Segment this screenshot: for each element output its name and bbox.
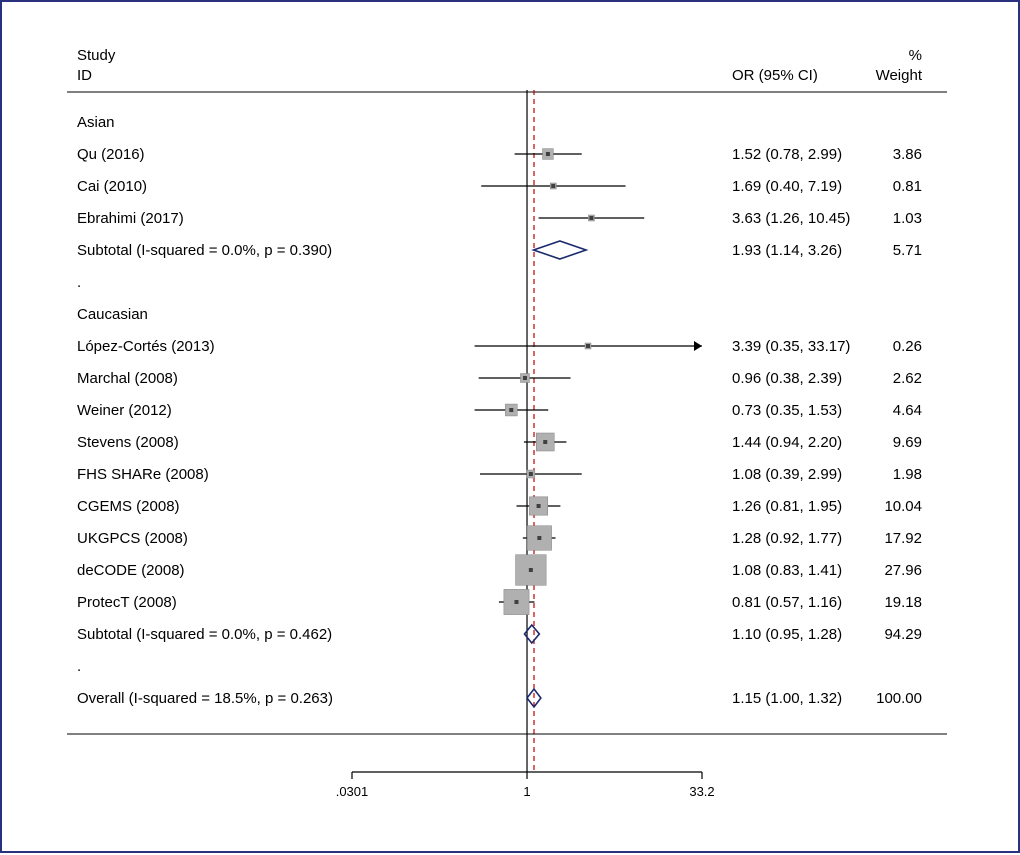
study-label: López-Cortés (2013)	[77, 338, 215, 355]
forest-plot-container: Study ID OR (95% CI)% Weight Asian Qu (2016) 1…	[0, 0, 1020, 853]
weight-text: 3.86	[893, 146, 922, 163]
weight-text: 2.62	[893, 370, 922, 387]
or-text: 0.81 (0.57, 1.16)	[732, 594, 842, 611]
point-estimate	[514, 600, 518, 604]
study-label: Weiner (2012)	[77, 402, 172, 419]
point-estimate	[537, 504, 541, 508]
study-label: Marchal (2008)	[77, 370, 178, 387]
weight-text: 17.92	[884, 530, 922, 547]
point-estimate	[523, 376, 527, 380]
study-label: Cai (2010)	[77, 178, 147, 195]
point-estimate	[509, 408, 513, 412]
summary-diamond	[534, 241, 586, 259]
weight-text: 9.69	[893, 434, 922, 451]
or-text: 1.28 (0.92, 1.77)	[732, 530, 842, 547]
subtotal-label: Subtotal (I-squared = 0.0%, p = 0.390)	[77, 242, 332, 259]
study-label: FHS SHARe (2008)	[77, 466, 209, 483]
point-estimate	[537, 536, 541, 540]
x-tick-label: 1	[523, 784, 530, 799]
header-weight: Weight	[876, 67, 923, 84]
weight-text: 1.98	[893, 466, 922, 483]
or-text: 1.08 (0.83, 1.41)	[732, 562, 842, 579]
point-estimate	[529, 472, 533, 476]
or-text: 3.39 (0.35, 33.17)	[732, 338, 850, 355]
study-label: ProtecT (2008)	[77, 594, 177, 611]
subtotal-or-text: 1.15 (1.00, 1.32)	[732, 690, 842, 707]
point-estimate	[546, 152, 550, 156]
subtotal-weight-text: 100.00	[876, 690, 922, 707]
subtotal-or-text: 1.10 (0.95, 1.28)	[732, 626, 842, 643]
study-label: Ebrahimi (2017)	[77, 210, 184, 227]
group-spacer: .	[77, 274, 81, 291]
or-text: 3.63 (1.26, 10.45)	[732, 210, 850, 227]
subtotal-label: Subtotal (I-squared = 0.0%, p = 0.462)	[77, 626, 332, 643]
subtotal-label: Overall (I-squared = 18.5%, p = 0.263)	[77, 690, 333, 707]
subtotal-weight-text: 94.29	[884, 626, 922, 643]
study-label: CGEMS (2008)	[77, 498, 180, 515]
point-estimate	[529, 568, 533, 572]
group-name: Caucasian	[77, 306, 148, 323]
x-tick-label: 33.2	[689, 784, 714, 799]
weight-text: 10.04	[884, 498, 922, 515]
point-estimate	[551, 184, 555, 188]
study-label: Qu (2016)	[77, 146, 145, 163]
subtotal-or-text: 1.93 (1.14, 3.26)	[732, 242, 842, 259]
weight-text: 27.96	[884, 562, 922, 579]
x-tick-label: .0301	[336, 784, 369, 799]
study-label: deCODE (2008)	[77, 562, 185, 579]
group-spacer: .	[77, 658, 81, 675]
weight-text: 0.81	[893, 178, 922, 195]
or-text: 1.26 (0.81, 1.95)	[732, 498, 842, 515]
weight-text: 1.03	[893, 210, 922, 227]
ci-arrow-right-icon	[694, 341, 702, 351]
or-text: 0.96 (0.38, 2.39)	[732, 370, 842, 387]
or-text: 1.69 (0.40, 7.19)	[732, 178, 842, 195]
header-id: ID	[77, 67, 92, 84]
or-text: 1.52 (0.78, 2.99)	[732, 146, 842, 163]
or-text: 1.44 (0.94, 2.20)	[732, 434, 842, 451]
or-text: 1.08 (0.39, 2.99)	[732, 466, 842, 483]
point-estimate	[589, 216, 593, 220]
subtotal-weight-text: 5.71	[893, 242, 922, 259]
point-estimate	[543, 440, 547, 444]
header-pct: %	[909, 47, 922, 64]
weight-text: 4.64	[893, 402, 922, 419]
or-text: 0.73 (0.35, 1.53)	[732, 402, 842, 419]
study-label: UKGPCS (2008)	[77, 530, 188, 547]
header-study: Study	[77, 47, 116, 64]
point-estimate	[586, 344, 590, 348]
group-name: Asian	[77, 114, 115, 131]
study-label: Stevens (2008)	[77, 434, 179, 451]
weight-text: 19.18	[884, 594, 922, 611]
header-or: OR (95% CI)	[732, 67, 818, 84]
forest-plot-svg: Study ID OR (95% CI)% Weight Asian Qu (2016) 1…	[2, 2, 1020, 855]
weight-text: 0.26	[893, 338, 922, 355]
